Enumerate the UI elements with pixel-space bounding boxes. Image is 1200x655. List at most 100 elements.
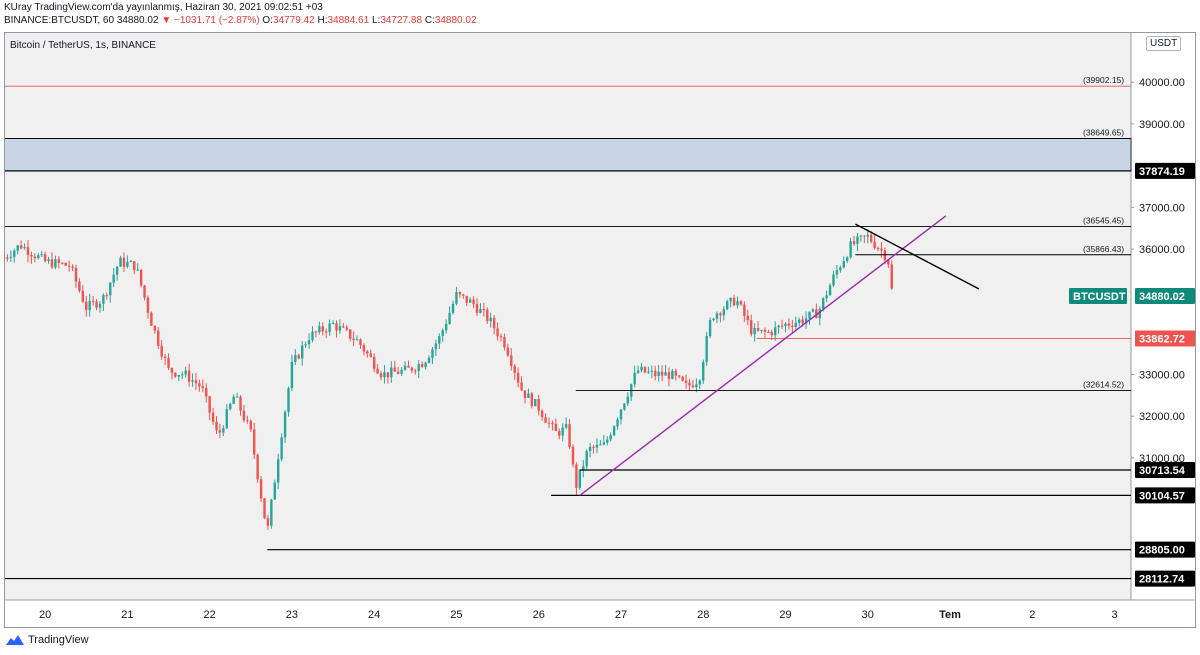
footer-brand[interactable]: TradingView <box>28 634 89 646</box>
candle-down <box>335 323 338 331</box>
candle-down <box>787 323 791 326</box>
candle-up <box>47 259 50 262</box>
candle-down <box>513 365 516 373</box>
candle-down <box>342 326 345 328</box>
candle-down <box>95 301 98 308</box>
candle-up <box>400 369 403 374</box>
candle-up <box>705 336 708 362</box>
candle-up <box>88 300 91 311</box>
candle-up <box>856 236 859 244</box>
candle-down <box>756 328 760 331</box>
candle-down <box>688 382 691 386</box>
candle-down <box>359 339 362 346</box>
candle-down <box>133 261 136 271</box>
candle-down <box>568 424 571 447</box>
candle-up <box>753 328 756 335</box>
level-tag <box>1135 162 1195 179</box>
candle-up <box>534 398 537 407</box>
candle-down <box>26 247 30 255</box>
candle-up <box>304 344 307 346</box>
candle-down <box>372 356 376 369</box>
candle-up <box>129 261 133 263</box>
candle-down <box>486 309 489 322</box>
candle-down <box>263 498 266 519</box>
rising-support-trendline[interactable] <box>579 215 947 496</box>
candle-up <box>633 372 636 385</box>
time-tick-label: 23 <box>286 609 298 621</box>
candle-up <box>270 499 273 526</box>
candle-down <box>537 398 540 411</box>
candle-down <box>558 430 561 436</box>
candle-up <box>664 372 667 376</box>
candle-up <box>383 372 386 378</box>
candle-down <box>876 247 880 249</box>
low-value: 34727.88 <box>380 15 423 26</box>
candle-up <box>431 349 434 358</box>
candle-up <box>287 388 290 412</box>
candle-up <box>774 327 777 336</box>
candle-down <box>869 234 873 242</box>
candle-down <box>64 262 67 266</box>
candle-up <box>602 442 606 445</box>
candle-up <box>294 355 297 362</box>
candle-up <box>54 259 57 268</box>
candle-up <box>794 322 797 327</box>
candle-down <box>218 430 222 433</box>
candle-up <box>427 357 431 363</box>
price-change: −1031.71 (−2.87%) <box>174 15 260 26</box>
candle-up <box>842 261 845 268</box>
candle-up <box>438 336 441 344</box>
currency-badge[interactable]: USDT <box>1146 36 1182 51</box>
price-axis[interactable] <box>1131 32 1196 628</box>
candle-up <box>708 320 712 337</box>
candle-up <box>311 331 314 341</box>
candle-up <box>561 427 564 436</box>
candle-down <box>393 367 396 372</box>
candle-down <box>506 347 510 356</box>
change-down-icon: ▼ <box>161 15 172 26</box>
candle-up <box>623 403 626 410</box>
last-price-tag <box>1135 287 1195 304</box>
candle-up <box>818 309 821 319</box>
candle-down <box>592 446 595 448</box>
candle-up <box>23 247 26 249</box>
candle-up <box>612 426 616 436</box>
candle-up <box>822 298 825 310</box>
candle-down <box>887 260 890 265</box>
close-label: C: <box>424 15 435 26</box>
candle-up <box>588 446 592 451</box>
candle-down <box>143 285 146 298</box>
candle-down <box>654 370 657 377</box>
falling-resistance-trendline[interactable] <box>855 223 980 290</box>
candle-up <box>527 393 530 398</box>
time-axis[interactable] <box>4 600 1131 628</box>
candle-down <box>78 281 81 291</box>
level-tag <box>1135 570 1195 587</box>
candle-down <box>554 423 558 431</box>
price-chart[interactable]: Bitcoin / TetherUS, 1s, BINANCE (39902.15… <box>4 32 1196 628</box>
candle-down <box>215 421 218 431</box>
candle-down <box>348 329 352 339</box>
supply-zone[interactable] <box>4 138 1132 172</box>
candle-up <box>177 375 181 377</box>
candle-down <box>674 370 678 376</box>
candle-down <box>763 329 767 332</box>
candle-down <box>780 325 784 327</box>
candle-up <box>657 371 660 377</box>
level-tag <box>1135 330 1195 347</box>
candle-down <box>71 266 74 268</box>
candle-down <box>256 454 259 480</box>
time-tick-label: 3 <box>1111 609 1117 621</box>
candle-up <box>650 370 654 372</box>
level-tag <box>1135 487 1195 504</box>
candle-up <box>318 326 321 333</box>
candle-down <box>105 295 109 297</box>
candle-up <box>626 396 630 404</box>
candle-up <box>290 361 294 389</box>
publish-info: KUray TradingView.com'da yayınlanmış, Ha… <box>4 2 323 13</box>
candle-down <box>167 358 170 368</box>
candle-up <box>784 323 787 327</box>
level-label: (32614.52) <box>1083 380 1124 390</box>
candle-down <box>472 299 475 305</box>
close-value: 34880.02 <box>434 15 477 26</box>
